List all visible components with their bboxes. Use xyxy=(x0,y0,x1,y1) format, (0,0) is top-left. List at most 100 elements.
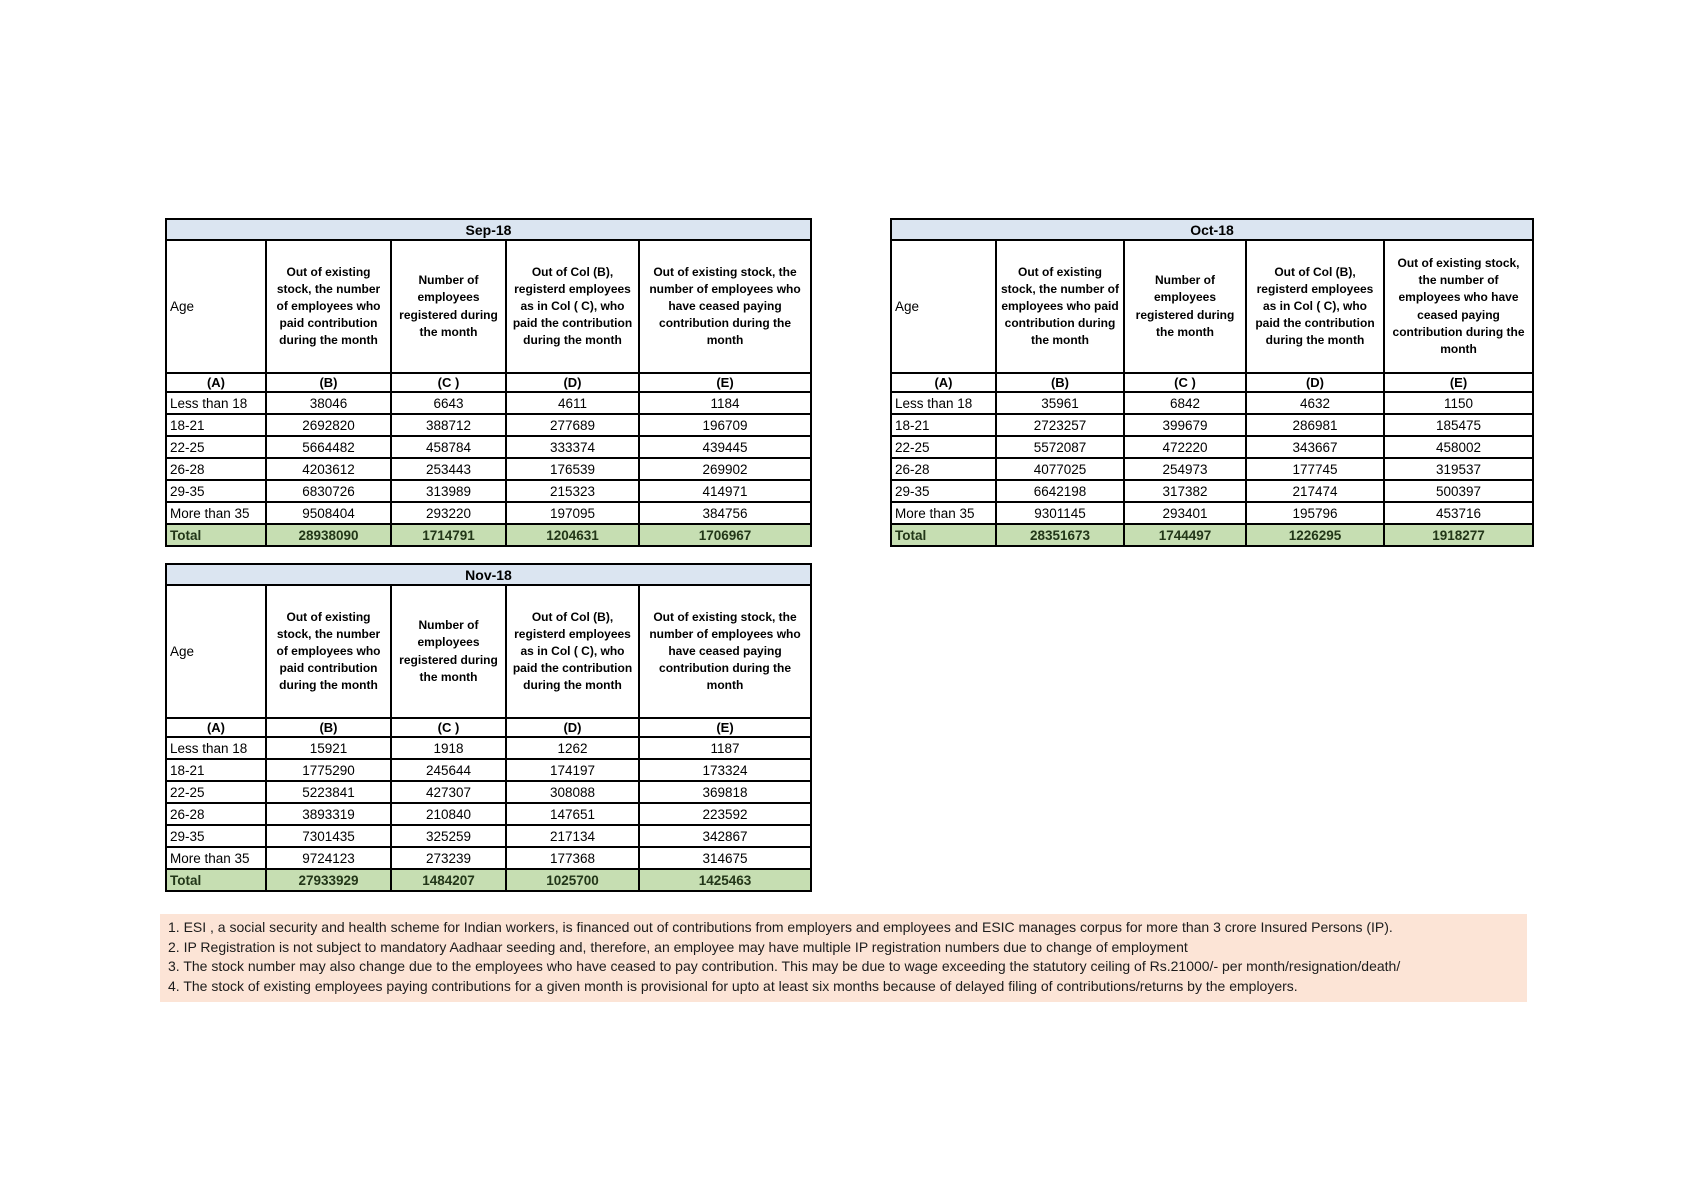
total-label: Total xyxy=(890,523,997,547)
column-letter-row: (A) (B) (C ) (D) (E) xyxy=(165,717,813,738)
value-cell: 6643 xyxy=(390,391,507,415)
value-cell: 1150 xyxy=(1382,391,1535,415)
table-row: More than 35 9301145 293401 195796 453716 xyxy=(890,501,1535,525)
table-row: 18-21 1775290 245644 174197 173324 xyxy=(165,758,813,782)
value-cell: 177745 xyxy=(1245,457,1385,481)
value-cell: 4632 xyxy=(1245,391,1385,415)
month-title: Sep-18 xyxy=(164,218,813,241)
value-cell: 9508404 xyxy=(265,501,392,525)
value-cell: 4077025 xyxy=(995,457,1125,481)
table-row: 22-25 5223841 427307 308088 369818 xyxy=(165,780,813,804)
value-cell: 1187 xyxy=(637,736,813,760)
value-cell: 293401 xyxy=(1123,501,1247,525)
table-row: 26-28 4203612 253443 176539 269902 xyxy=(165,457,813,481)
column-header-e: Out of existing stock, the number of emp… xyxy=(637,584,813,719)
age-label: 29-35 xyxy=(890,479,997,503)
value-cell: 5664482 xyxy=(265,435,392,459)
total-value-cell: 1484207 xyxy=(390,868,507,892)
value-cell: 195796 xyxy=(1245,501,1385,525)
column-letter-c: (C ) xyxy=(1123,372,1247,393)
value-cell: 343667 xyxy=(1245,435,1385,459)
value-cell: 253443 xyxy=(390,457,507,481)
age-label: 22-25 xyxy=(890,435,997,459)
table-row: Less than 18 38046 6643 4611 1184 xyxy=(165,391,813,415)
total-value-cell: 28351673 xyxy=(995,523,1125,547)
value-cell: 388712 xyxy=(390,413,507,437)
value-cell: 458784 xyxy=(390,435,507,459)
column-letter-a: (A) xyxy=(890,372,997,393)
column-header-row: Age Out of existing stock, the number of … xyxy=(165,584,813,719)
column-header-row: Age Out of existing stock, the number of … xyxy=(890,239,1535,374)
footnote-2: 2. IP Registration is not subject to man… xyxy=(168,938,1188,955)
total-value-cell: 1918277 xyxy=(1382,523,1535,547)
age-label: More than 35 xyxy=(165,501,267,525)
value-cell: 1184 xyxy=(637,391,813,415)
value-cell: 3893319 xyxy=(265,802,392,826)
value-cell: 6842 xyxy=(1123,391,1247,415)
value-cell: 38046 xyxy=(265,391,392,415)
table-row: 26-28 4077025 254973 177745 319537 xyxy=(890,457,1535,481)
table-row: 18-21 2723257 399679 286981 185475 xyxy=(890,413,1535,437)
column-letter-row: (A) (B) (C ) (D) (E) xyxy=(890,372,1535,393)
age-label: 18-21 xyxy=(890,413,997,437)
column-header-e: Out of existing stock, the number of emp… xyxy=(637,239,813,374)
value-cell: 293220 xyxy=(390,501,507,525)
age-column-header: Age xyxy=(165,584,267,719)
column-header-b: Out of existing stock, the number of emp… xyxy=(265,239,392,374)
total-row: Total 28938090 1714791 1204631 1706967 xyxy=(165,523,813,547)
value-cell: 384756 xyxy=(637,501,813,525)
column-header-row: Age Out of existing stock, the number of … xyxy=(165,239,813,374)
table-row: Less than 18 15921 1918 1262 1187 xyxy=(165,736,813,760)
value-cell: 427307 xyxy=(390,780,507,804)
column-letter-a: (A) xyxy=(165,717,267,738)
age-label: Less than 18 xyxy=(165,736,267,760)
value-cell: 173324 xyxy=(637,758,813,782)
value-cell: 223592 xyxy=(637,802,813,826)
column-letter-e: (E) xyxy=(637,372,813,393)
footnote-1: 1. ESI , a social security and health sc… xyxy=(168,919,1393,935)
value-cell: 9724123 xyxy=(265,846,392,870)
column-letter-a: (A) xyxy=(165,372,267,393)
value-cell: 1775290 xyxy=(265,758,392,782)
month-data-table: Oct-18 Age Out of existing stock, the numb… xyxy=(889,218,1535,547)
value-cell: 217134 xyxy=(505,824,640,848)
table-nov-18: Nov-18 Age Out of existing stock, the numb… xyxy=(164,563,813,892)
total-row: Total 28351673 1744497 1226295 1918277 xyxy=(890,523,1535,547)
table-row: 29-35 6830726 313989 215323 414971 xyxy=(165,479,813,503)
value-cell: 286981 xyxy=(1245,413,1385,437)
value-cell: 439445 xyxy=(637,435,813,459)
age-label: Less than 18 xyxy=(890,391,997,415)
column-header-d: Out of Col (B), registerd employees as i… xyxy=(1245,239,1385,374)
value-cell: 215323 xyxy=(505,479,640,503)
value-cell: 2692820 xyxy=(265,413,392,437)
age-label: More than 35 xyxy=(165,846,267,870)
value-cell: 6830726 xyxy=(265,479,392,503)
table-row: More than 35 9724123 273239 177368 314675 xyxy=(165,846,813,870)
column-header-d: Out of Col (B), registerd employees as i… xyxy=(505,584,640,719)
month-data-table: Nov-18 Age Out of existing stock, the numb… xyxy=(164,563,813,892)
age-label: Less than 18 xyxy=(165,391,267,415)
age-label: 18-21 xyxy=(165,758,267,782)
column-header-c: Number of employees registered during th… xyxy=(1123,239,1247,374)
month-title-row: Sep-18 xyxy=(164,218,813,241)
value-cell: 500397 xyxy=(1382,479,1535,503)
age-label: 18-21 xyxy=(165,413,267,437)
age-column-header: Age xyxy=(165,239,267,374)
month-title-row: Oct-18 xyxy=(889,218,1535,241)
column-letter-b: (B) xyxy=(265,372,392,393)
column-letter-c: (C ) xyxy=(390,372,507,393)
value-cell: 314675 xyxy=(637,846,813,870)
month-title: Nov-18 xyxy=(164,563,813,586)
table-row: 29-35 6642198 317382 217474 500397 xyxy=(890,479,1535,503)
column-letter-d: (D) xyxy=(505,717,640,738)
value-cell: 210840 xyxy=(390,802,507,826)
value-cell: 177368 xyxy=(505,846,640,870)
total-value-cell: 1425463 xyxy=(637,868,813,892)
total-value-cell: 1204631 xyxy=(505,523,640,547)
value-cell: 1918 xyxy=(390,736,507,760)
value-cell: 319537 xyxy=(1382,457,1535,481)
column-header-e: Out of existing stock, the number of emp… xyxy=(1382,239,1535,374)
column-header-c: Number of employees registered during th… xyxy=(390,239,507,374)
value-cell: 2723257 xyxy=(995,413,1125,437)
